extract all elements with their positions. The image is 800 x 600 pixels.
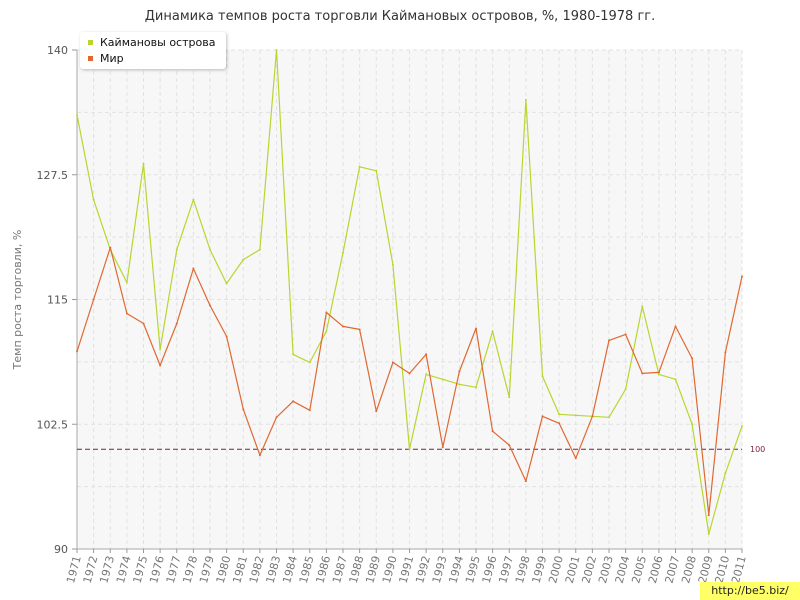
series-2-point bbox=[541, 415, 544, 418]
series-1-point bbox=[724, 472, 727, 475]
series-1-point bbox=[674, 378, 677, 381]
series-1-point bbox=[541, 375, 544, 378]
chart-title: Динамика темпов роста торговли Каймановы… bbox=[144, 9, 656, 24]
series-1-point bbox=[691, 423, 694, 426]
x-tick-label: 2011 bbox=[729, 554, 749, 584]
series-2-point bbox=[209, 304, 211, 307]
series-1-point bbox=[408, 448, 411, 451]
series-1-point bbox=[425, 373, 428, 376]
series-1-point bbox=[707, 533, 710, 536]
series-1-point bbox=[325, 330, 328, 333]
series-2-point bbox=[109, 246, 112, 249]
series-1-point bbox=[209, 248, 211, 251]
series-1-point bbox=[175, 248, 178, 251]
series-2-point bbox=[175, 322, 178, 325]
y-tick-label: 127.5 bbox=[37, 169, 69, 182]
series-2-point bbox=[707, 514, 710, 517]
watermark-link[interactable]: http://be5.biz/ bbox=[700, 582, 800, 600]
series-1-point bbox=[641, 305, 644, 308]
series-1-point bbox=[524, 98, 527, 101]
series-1-point bbox=[358, 165, 361, 168]
series-2-point bbox=[458, 370, 461, 373]
legend-swatch-icon bbox=[88, 39, 93, 45]
legend-swatch-icon bbox=[88, 55, 93, 61]
series-2-point bbox=[491, 430, 494, 433]
series-2-point bbox=[475, 327, 477, 330]
series-1-point bbox=[192, 198, 195, 201]
series-2-point bbox=[142, 322, 145, 325]
legend-label: Мир bbox=[100, 52, 124, 65]
series-2-point bbox=[391, 361, 394, 364]
series-2-point bbox=[375, 410, 378, 413]
series-1-point bbox=[508, 396, 511, 399]
series-2-point bbox=[225, 335, 228, 338]
series-1-point bbox=[125, 281, 128, 284]
series-2-point bbox=[342, 325, 344, 328]
reference-line-label: 100 bbox=[750, 445, 765, 454]
series-2-point bbox=[624, 333, 627, 336]
series-2-point bbox=[258, 454, 261, 457]
series-2-point bbox=[441, 446, 444, 449]
series-1-point bbox=[292, 353, 295, 356]
series-2-point bbox=[192, 267, 195, 270]
series-2-point bbox=[92, 298, 95, 301]
series-1-point bbox=[308, 361, 311, 364]
series-2-point bbox=[641, 372, 644, 375]
series-1-point bbox=[558, 413, 561, 416]
series-1-point bbox=[624, 388, 627, 391]
series-2-point bbox=[674, 325, 677, 328]
series-2-point bbox=[159, 364, 162, 367]
y-tick-label: 115 bbox=[47, 294, 68, 307]
series-2-point bbox=[76, 350, 78, 353]
series-1-point bbox=[657, 373, 660, 376]
legend-item-series-2[interactable]: Мир bbox=[88, 52, 124, 66]
legend-item-series-1[interactable]: Каймановы острова bbox=[88, 36, 215, 50]
chart-legend: Каймановы острова Мир bbox=[80, 32, 226, 69]
series-2-point bbox=[741, 275, 743, 278]
legend-label: Каймановы острова bbox=[100, 36, 216, 49]
series-2-point bbox=[691, 357, 694, 360]
series-1-point bbox=[458, 383, 461, 386]
series-1-point bbox=[574, 414, 577, 417]
series-1-point bbox=[92, 198, 95, 201]
series-1-point bbox=[242, 258, 245, 261]
series-1-point bbox=[741, 425, 743, 428]
y-tick-label: 140 bbox=[47, 44, 68, 57]
y-tick-label: 90 bbox=[54, 543, 68, 556]
series-1-point bbox=[76, 113, 78, 116]
series-2-point bbox=[508, 444, 511, 447]
series-2-point bbox=[275, 416, 278, 419]
series-1-point bbox=[258, 248, 261, 251]
series-1-point bbox=[275, 49, 278, 51]
y-tick-label: 102.5 bbox=[37, 418, 69, 431]
series-1-point bbox=[225, 282, 228, 285]
series-2-point bbox=[524, 480, 527, 483]
series-2-point bbox=[242, 408, 245, 411]
series-1-point bbox=[159, 348, 162, 351]
series-2-point bbox=[292, 400, 295, 403]
series-2-point bbox=[591, 415, 594, 418]
y-axis-title: Темп роста торговли, % bbox=[11, 230, 24, 371]
series-2-point bbox=[408, 372, 411, 375]
series-2-point bbox=[425, 353, 428, 356]
series-2-point bbox=[558, 422, 561, 425]
series-1-point bbox=[375, 169, 378, 172]
series-1-point bbox=[391, 263, 394, 266]
series-2-point bbox=[724, 351, 727, 354]
series-2-point bbox=[574, 457, 577, 460]
series-2-point bbox=[308, 409, 311, 412]
series-2-point bbox=[325, 311, 328, 314]
series-1-point bbox=[475, 386, 477, 389]
series-2-point bbox=[608, 339, 610, 342]
series-1-point bbox=[342, 251, 344, 254]
series-1-point bbox=[491, 330, 494, 333]
series-2-point bbox=[657, 371, 660, 374]
series-1-point bbox=[142, 162, 145, 165]
series-1-point bbox=[608, 416, 610, 419]
series-2-point bbox=[358, 328, 361, 331]
series-1-point bbox=[441, 378, 444, 381]
series-2-point bbox=[125, 312, 128, 315]
